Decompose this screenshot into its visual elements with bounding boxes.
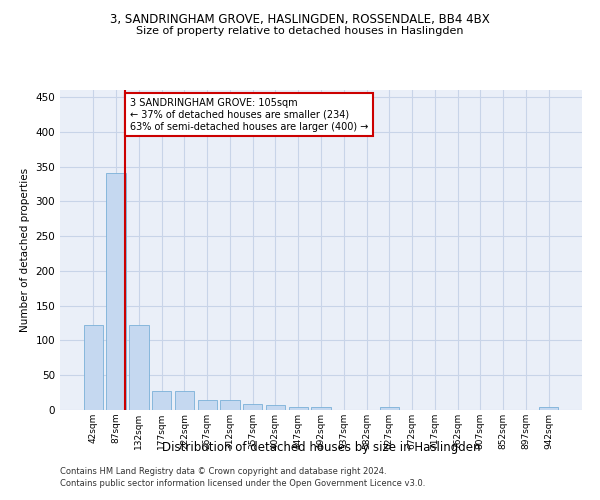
Bar [175, 390, 194, 410]
Text: Contains public sector information licensed under the Open Government Licence v3: Contains public sector information licen… [60, 478, 425, 488]
Text: 3 SANDRINGHAM GROVE: 105sqm
← 37% of detached houses are smaller (234)
63% of se: 3 SANDRINGHAM GROVE: 105sqm ← 37% of det… [130, 98, 368, 132]
Bar [311, 406, 331, 410]
Text: Contains HM Land Registry data © Crown copyright and database right 2024.: Contains HM Land Registry data © Crown c… [60, 467, 386, 476]
Bar [380, 406, 399, 410]
Bar [84, 325, 103, 410]
Bar [289, 406, 308, 410]
Text: 3, SANDRINGHAM GROVE, HASLINGDEN, ROSSENDALE, BB4 4BX: 3, SANDRINGHAM GROVE, HASLINGDEN, ROSSEN… [110, 12, 490, 26]
Bar [243, 404, 262, 410]
Bar [266, 405, 285, 410]
Y-axis label: Number of detached properties: Number of detached properties [20, 168, 30, 332]
Bar [106, 174, 126, 410]
Text: Distribution of detached houses by size in Haslingden: Distribution of detached houses by size … [162, 441, 480, 454]
Bar [539, 406, 558, 410]
Bar [197, 400, 217, 410]
Bar [152, 390, 172, 410]
Text: Size of property relative to detached houses in Haslingden: Size of property relative to detached ho… [136, 26, 464, 36]
Bar [220, 400, 239, 410]
Bar [129, 325, 149, 410]
